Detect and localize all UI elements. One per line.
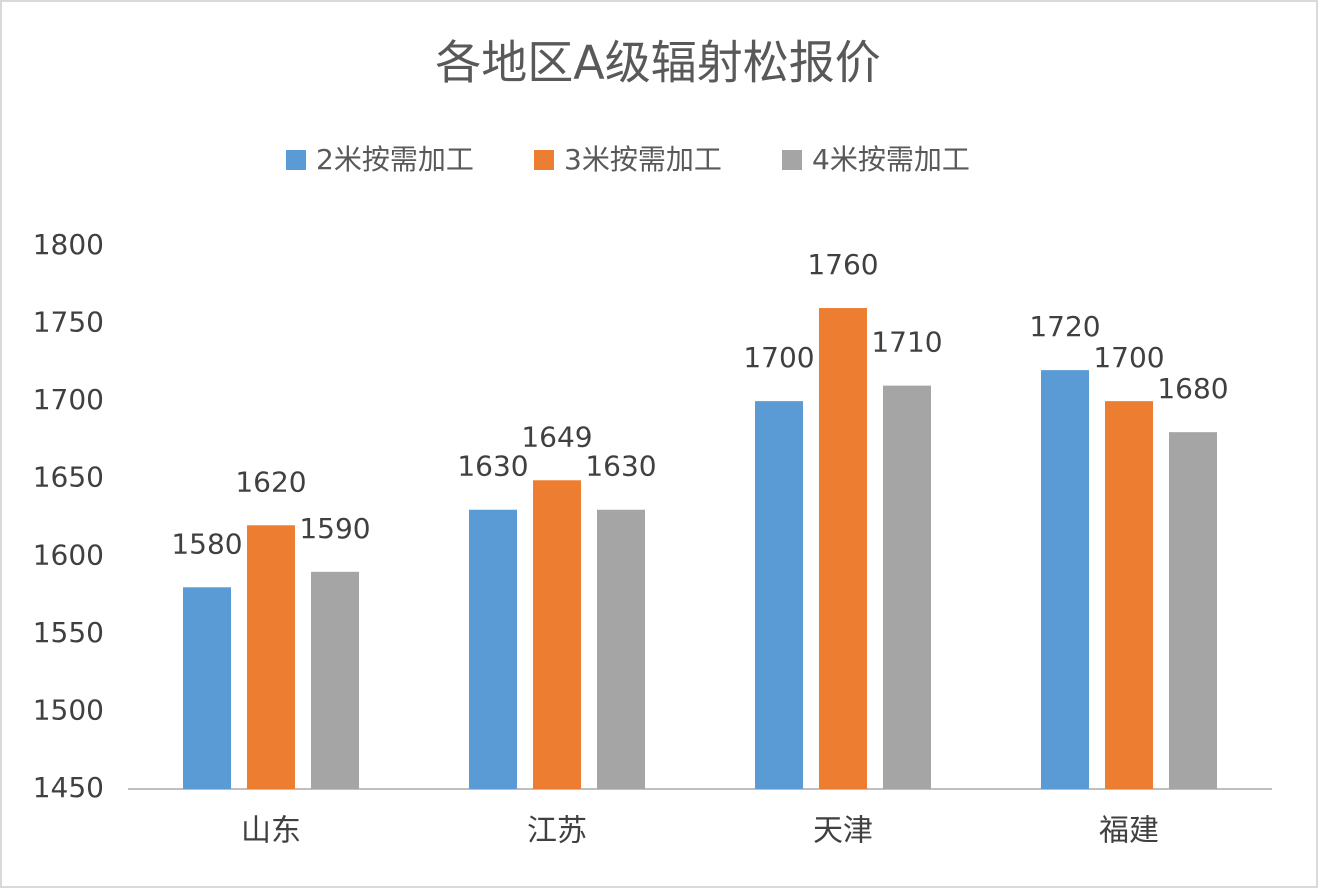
y-tick-label: 1750 [33,306,104,339]
legend-swatch [286,150,306,170]
bar [1105,401,1153,789]
bar [469,509,517,789]
data-label: 1620 [235,465,306,498]
x-tick-label: 江苏 [527,814,587,849]
data-label: 1700 [1093,341,1164,374]
bar [533,480,581,789]
legend-label: 4米按需加工 [812,143,970,176]
y-tick-label: 1550 [33,616,104,649]
bar [819,308,867,789]
y-tick-label: 1650 [33,461,104,494]
legend-label: 3米按需加工 [564,143,722,176]
data-label: 1710 [871,326,942,359]
data-label: 1680 [1157,372,1228,405]
legend-swatch [782,150,802,170]
data-label: 1590 [299,512,370,545]
bar [883,385,931,789]
y-tick-label: 1700 [33,383,104,416]
chart-title: 各地区A级辐射松报价 [435,36,880,90]
bar [597,509,645,789]
legend-swatch [534,150,554,170]
y-tick-label: 1450 [33,771,104,804]
legend-label: 2米按需加工 [316,143,474,176]
y-tick-label: 1800 [33,228,104,261]
data-label: 1720 [1029,310,1100,343]
y-tick-label: 1500 [33,693,104,726]
y-tick-label: 1600 [33,538,104,571]
data-label: 1630 [457,450,528,483]
bar [311,571,359,789]
bar [1041,370,1089,789]
data-label: 1649 [521,420,592,453]
bar [755,401,803,789]
bar [247,525,295,789]
bar [1169,432,1217,789]
x-tick-label: 福建 [1099,814,1159,849]
data-label: 1580 [171,527,242,560]
x-tick-label: 天津 [813,814,873,849]
bar [183,587,231,789]
data-label: 1760 [807,248,878,281]
data-label: 1700 [743,341,814,374]
x-tick-label: 山东 [241,814,301,849]
data-label: 1630 [585,450,656,483]
